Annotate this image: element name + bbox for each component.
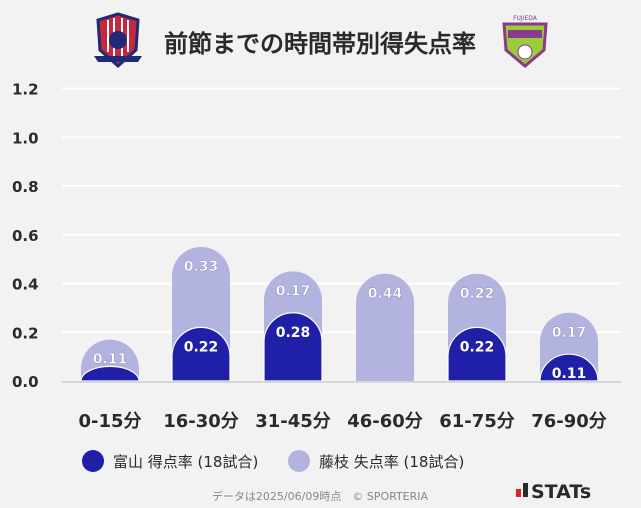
data-label-toyama: 0.28 (276, 325, 311, 341)
chart-title: 前節までの時間帯別得失点率 (164, 30, 476, 58)
y-tick-label: 0.8 (12, 178, 39, 196)
data-label-fujieda: 0.17 (276, 283, 311, 299)
data-label-fujieda: 0.11 (93, 352, 128, 368)
data-label-toyama: 0.11 (552, 366, 587, 382)
x-tick-label: 0-15分 (78, 411, 141, 432)
y-tick-label: 0.6 (12, 227, 39, 245)
bar-toyama (263, 312, 323, 382)
stats-brand: STATs (531, 481, 591, 503)
legend: 富山 得点率 (18試合) 藤枝 失点率 (18試合) (82, 450, 464, 472)
bar-toyama (539, 353, 599, 382)
data-label-fujieda: 0.44 (368, 286, 403, 302)
legend-marker-fujieda (288, 450, 310, 472)
bar-fujieda (356, 273, 414, 381)
data-label-fujieda: 0.22 (460, 286, 495, 302)
stats-logo: STATs (516, 481, 591, 503)
bar-toyama (447, 326, 507, 382)
toyama-logo (94, 12, 142, 69)
bar-toyama (80, 365, 140, 382)
data-label-fujieda: 0.17 (552, 325, 587, 341)
x-tick-label: 31-45分 (255, 411, 331, 432)
y-tick-label: 0.4 (12, 276, 39, 294)
x-tick-label: 76-90分 (531, 411, 607, 432)
y-tick-label: 0.0 (12, 373, 39, 391)
legend-marker-toyama (82, 450, 104, 472)
legend-label-toyama: 富山 得点率 (18試合) (113, 453, 258, 471)
legend-label-fujieda: 藤枝 失点率 (18試合) (319, 453, 464, 471)
fujieda-logo: FUJIEDA (502, 15, 548, 68)
x-tick-label: 46-60分 (347, 411, 423, 432)
y-tick-label: 1.0 (12, 129, 39, 147)
svg-text:FUJIEDA: FUJIEDA (513, 15, 538, 22)
bar-toyama (171, 326, 231, 382)
y-tick-label: 1.2 (12, 81, 39, 99)
y-tick-label: 0.2 (12, 324, 39, 342)
x-tick-label: 16-30分 (163, 411, 239, 432)
data-label-toyama: 0.22 (184, 339, 219, 355)
data-label-fujieda: 0.33 (184, 259, 219, 275)
x-tick-label: 61-75分 (439, 411, 515, 432)
footer-note: データは2025/06/09時点 © SPORTERIA (212, 489, 429, 503)
data-label-toyama: 0.22 (460, 339, 495, 355)
